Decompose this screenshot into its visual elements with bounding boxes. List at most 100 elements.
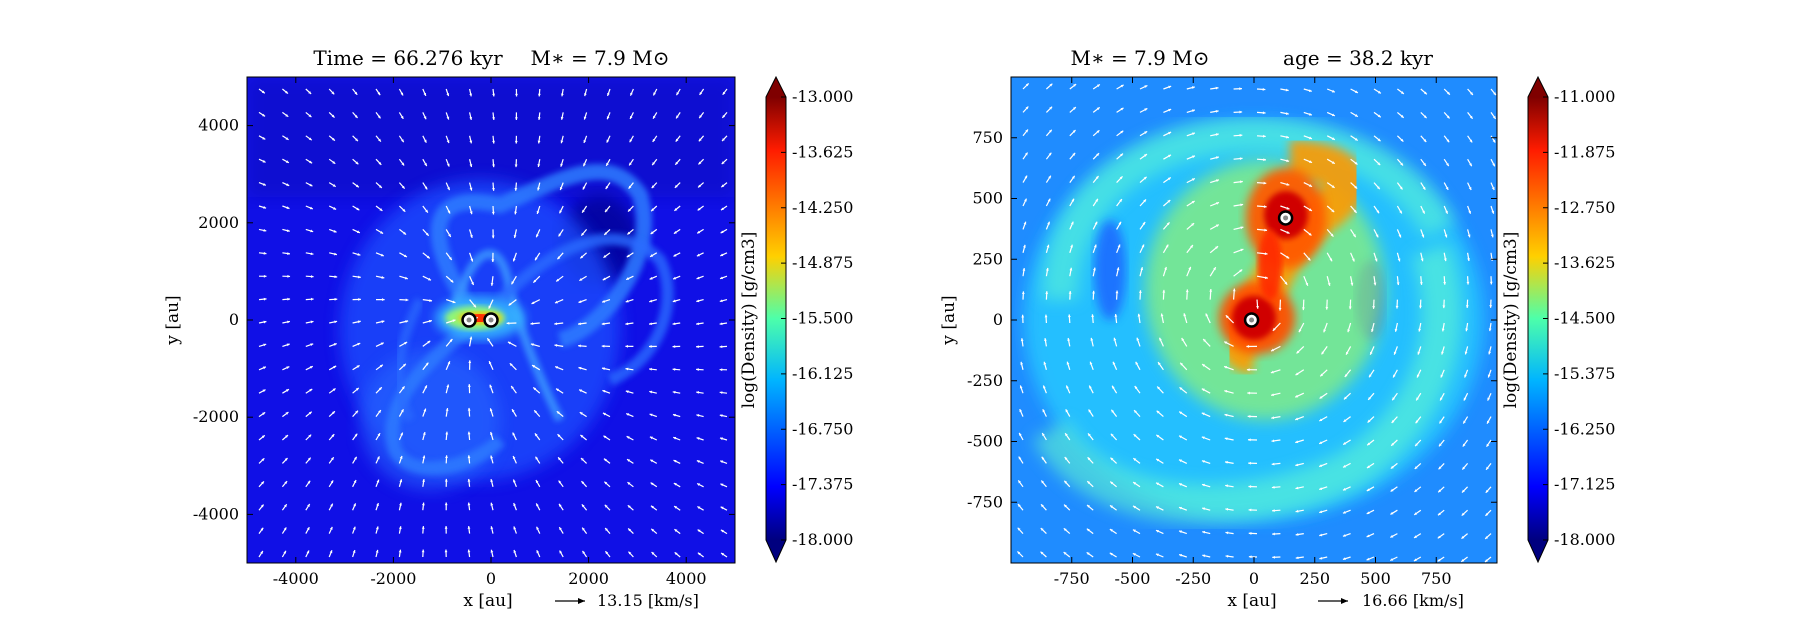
velocity-arrowhead [1399, 210, 1402, 214]
velocity-arrowhead [1179, 435, 1183, 439]
velocity-arrowhead [1063, 552, 1067, 555]
velocity-arrowhead [379, 208, 383, 211]
left-y-ticks: 4000 2000 0 -2000 -4000 [193, 116, 735, 523]
velocity-arrowhead [1110, 457, 1114, 461]
velocity-arrowhead [452, 300, 456, 304]
velocity-arrowhead [1224, 341, 1228, 345]
velocity-arrowhead [650, 482, 654, 486]
velocity-arrowhead [381, 298, 385, 302]
velocity-arrowhead [444, 549, 448, 553]
velocity-arrowhead [447, 210, 451, 214]
velocity-arrowhead [697, 529, 701, 533]
velocity-arrowhead [421, 526, 425, 529]
velocity-arrowhead [649, 390, 653, 394]
velocity-arrowhead [1366, 557, 1370, 561]
left-panel: Time = 66.276 kyr M∗ = 7.9 M⊙ -4000 -2000… [163, 46, 853, 611]
velocity-arrowhead [533, 387, 537, 391]
velocity-arrowhead [1114, 314, 1118, 317]
y-tick-label: -2000 [193, 407, 239, 426]
velocity-arrowhead [1327, 282, 1331, 286]
velocity-arrowhead [627, 482, 631, 485]
velocity-arrowhead [1463, 397, 1467, 401]
velocity-arrowhead [1048, 175, 1051, 179]
velocity-arrowhead [1443, 258, 1447, 262]
velocity-arrowhead [1295, 417, 1299, 421]
velocity-arrowhead [1225, 507, 1229, 511]
velocity-arrowhead [1392, 397, 1395, 401]
colorbar-tick-label: -18.000 [792, 530, 853, 549]
velocity-arrowhead [1041, 504, 1044, 508]
velocity-arrowhead [380, 253, 384, 257]
velocity-arrowhead [1116, 267, 1120, 271]
velocity-arrowhead [1377, 90, 1381, 94]
velocity-arrowhead [1493, 92, 1496, 96]
velocity-arrowhead [1377, 138, 1381, 142]
velocity-arrowhead [1156, 458, 1160, 462]
velocity-arrowhead [260, 527, 264, 531]
velocity-arrowhead [1489, 305, 1493, 308]
velocity-arrowhead [651, 528, 655, 532]
velocity-arrowhead [1072, 152, 1076, 156]
velocity-arrowhead [1232, 288, 1236, 292]
velocity-arrowhead [651, 552, 655, 555]
velocity-arrowhead [1248, 555, 1252, 559]
velocity-arrowhead [262, 136, 266, 140]
velocity-arrowhead [673, 253, 677, 257]
velocity-arrowhead [403, 231, 407, 235]
velocity-arrowhead [1390, 465, 1394, 469]
velocity-arrowhead [507, 341, 511, 345]
velocity-arrowhead [1071, 198, 1075, 202]
velocity-arrowhead [1115, 290, 1119, 294]
velocity-arrowhead [1201, 436, 1205, 440]
velocity-arrowhead [1224, 437, 1228, 441]
velocity-arrowhead [650, 505, 654, 509]
velocity-arrowhead [469, 140, 473, 144]
velocity-arrowhead [352, 526, 356, 530]
velocity-arrowhead [287, 297, 291, 301]
velocity-arrowhead [285, 137, 289, 140]
velocity-arrowhead [285, 90, 288, 94]
right-y-axis-label: y [au] [939, 295, 959, 345]
velocity-arrowhead [1017, 527, 1021, 531]
velocity-arrowhead [1366, 511, 1370, 514]
velocity-arrowhead [557, 434, 561, 438]
velocity-arrowhead [1400, 114, 1404, 118]
velocity-arrowhead [1225, 315, 1229, 319]
velocity-arrowhead [1023, 244, 1026, 248]
velocity-arrowhead [423, 408, 427, 412]
velocity-arrowhead [1320, 373, 1324, 377]
velocity-arrowhead [720, 253, 724, 257]
velocity-arrowhead [1467, 234, 1471, 238]
velocity-arrowhead [649, 436, 653, 440]
velocity-arrowhead [1215, 109, 1219, 113]
velocity-arrowhead [1485, 512, 1489, 516]
velocity-arrowhead [492, 164, 495, 168]
velocity-arrowhead [261, 481, 264, 485]
velocity-arrowhead [675, 161, 679, 165]
velocity-arrowhead [560, 140, 564, 144]
velocity-arrowhead [1486, 466, 1489, 470]
left-density-map [247, 77, 735, 563]
left-y-axis-label: y [au] [163, 295, 183, 345]
velocity-arrowhead [261, 90, 265, 94]
velocity-arrowhead [1485, 536, 1489, 539]
right-x-axis-label: x [au] [1227, 591, 1276, 611]
left-colorbar: -13.000 -13.625 -14.250 -14.875 -15.500 -16.1… [739, 75, 853, 564]
velocity-arrowhead [1191, 223, 1195, 226]
velocity-arrowhead [508, 302, 512, 306]
velocity-arrowhead [263, 297, 267, 301]
velocity-arrowhead [535, 479, 539, 483]
velocity-arrowhead [308, 411, 312, 415]
velocity-arrowhead [1224, 389, 1228, 393]
velocity-arrowhead [719, 345, 723, 349]
velocity-arrowhead [1286, 231, 1290, 234]
velocity-arrowhead [1390, 558, 1394, 561]
velocity-arrowhead [625, 299, 629, 303]
velocity-arrowhead [649, 276, 653, 280]
velocity-arrowhead [1191, 200, 1195, 204]
velocity-arrowhead [1188, 266, 1191, 270]
velocity-arrowhead [1441, 328, 1445, 332]
velocity-arrowhead [674, 506, 678, 509]
velocity-arrowhead [448, 257, 452, 261]
velocity-arrowhead [1179, 553, 1183, 557]
